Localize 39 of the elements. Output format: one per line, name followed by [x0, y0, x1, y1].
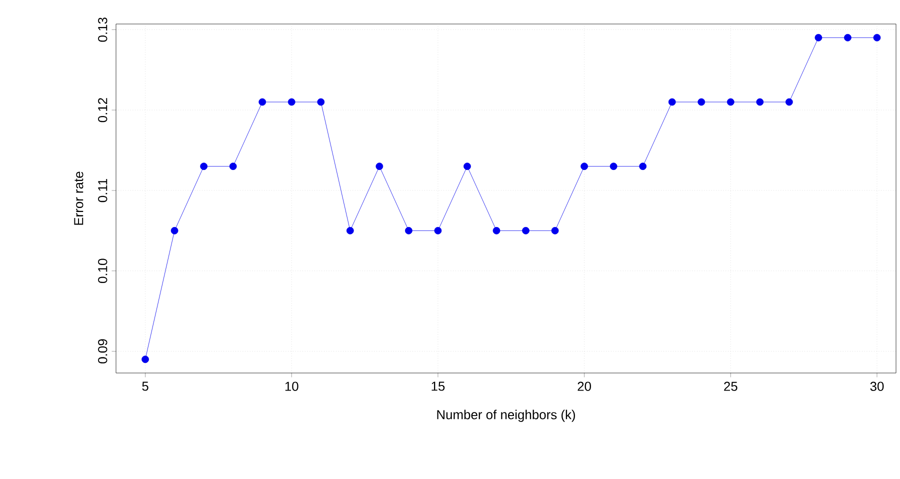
x-tick-label: 25: [724, 382, 738, 391]
point: [200, 162, 208, 170]
x-tick-label: 10: [285, 382, 298, 391]
point: [873, 34, 881, 42]
y-tick-label: 0.12: [98, 98, 108, 122]
x-axis-title: Number of neighbors (k): [437, 410, 575, 422]
point: [142, 356, 149, 364]
point: [580, 162, 588, 170]
point: [756, 98, 764, 106]
point: [258, 98, 266, 106]
point: [346, 226, 354, 234]
x-tick-label: 5: [142, 382, 148, 391]
point: [376, 162, 384, 170]
point: [698, 98, 706, 106]
point: [844, 34, 852, 42]
x-tick-label: 20: [578, 382, 591, 391]
point: [639, 162, 647, 170]
point: [464, 162, 471, 170]
x-tick-label: 30: [870, 382, 884, 391]
point: [726, 98, 734, 106]
point: [229, 162, 237, 170]
point: [668, 98, 676, 106]
point: [492, 226, 500, 234]
point: [814, 34, 822, 42]
point: [785, 98, 793, 106]
y-tick-label: 0.09: [98, 339, 108, 364]
x-tick-label: 15: [432, 382, 445, 391]
point: [317, 98, 325, 106]
y-tick-label: 0.11: [98, 178, 108, 202]
y-tick-label: 0.10: [98, 258, 108, 283]
point: [405, 226, 412, 234]
point: [610, 162, 618, 170]
point: [288, 98, 296, 106]
point: [551, 226, 559, 234]
point: [522, 226, 530, 234]
y-axis-title: Error rate: [74, 172, 84, 225]
point: [170, 226, 178, 234]
y-tick-label: 0.13: [98, 18, 108, 42]
point: [434, 226, 442, 234]
